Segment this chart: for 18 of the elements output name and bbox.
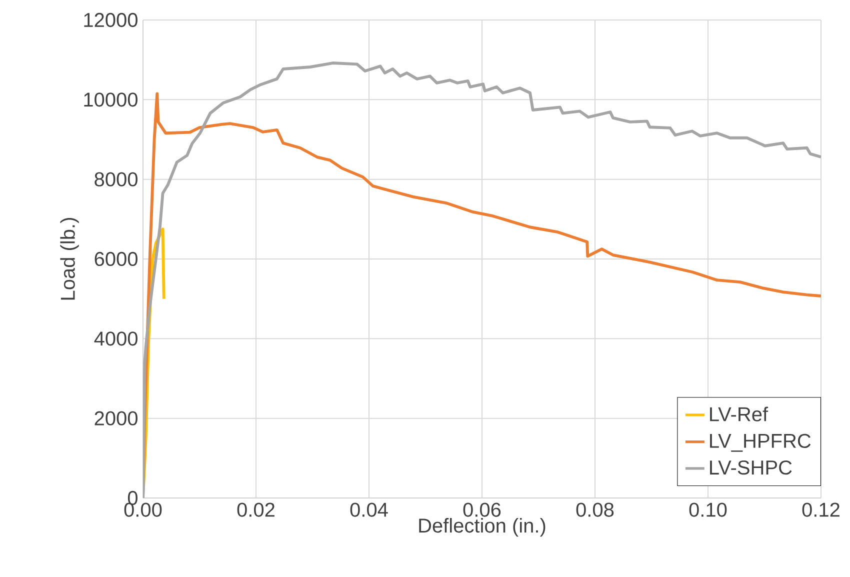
x-axis-title: Deflection (in.) (419, 518, 546, 537)
x-tick-label: 0.10 (689, 502, 727, 517)
y-tick-label: 10000 (84, 92, 138, 107)
legend-label: LV-Ref (710, 406, 768, 422)
y-axis-title: Load (lb.) (60, 218, 79, 300)
legend-label: LV_HPFRC (710, 434, 811, 452)
y-tick-label: 2000 (94, 411, 138, 426)
y-tick-label: 6000 (94, 252, 138, 266)
x-tick-label: 0.00 (124, 502, 162, 517)
x-tick-label: 0.04 (350, 502, 388, 517)
legend-label: LV-SHPC (710, 460, 792, 475)
y-tick-label: 8000 (94, 172, 138, 186)
x-tick-label: 0.06 (463, 502, 501, 517)
x-tick-label: 0.12 (802, 502, 840, 517)
x-tick-label: 0.08 (576, 502, 614, 517)
x-tick-label: 0.02 (237, 502, 274, 517)
y-tick-label: 12000 (84, 12, 138, 28)
y-tick-label: 4000 (94, 332, 138, 346)
